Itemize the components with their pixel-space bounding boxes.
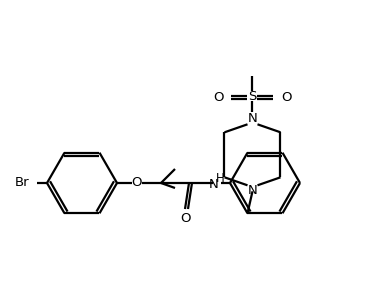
Text: N: N bbox=[209, 177, 219, 190]
Text: N: N bbox=[248, 184, 257, 197]
Text: Br: Br bbox=[14, 177, 29, 190]
Text: H: H bbox=[216, 171, 224, 185]
Text: N: N bbox=[248, 112, 257, 125]
Text: O: O bbox=[213, 91, 224, 104]
Text: O: O bbox=[132, 177, 142, 190]
Text: O: O bbox=[181, 213, 191, 226]
Text: S: S bbox=[248, 90, 257, 103]
Text: O: O bbox=[281, 91, 292, 104]
